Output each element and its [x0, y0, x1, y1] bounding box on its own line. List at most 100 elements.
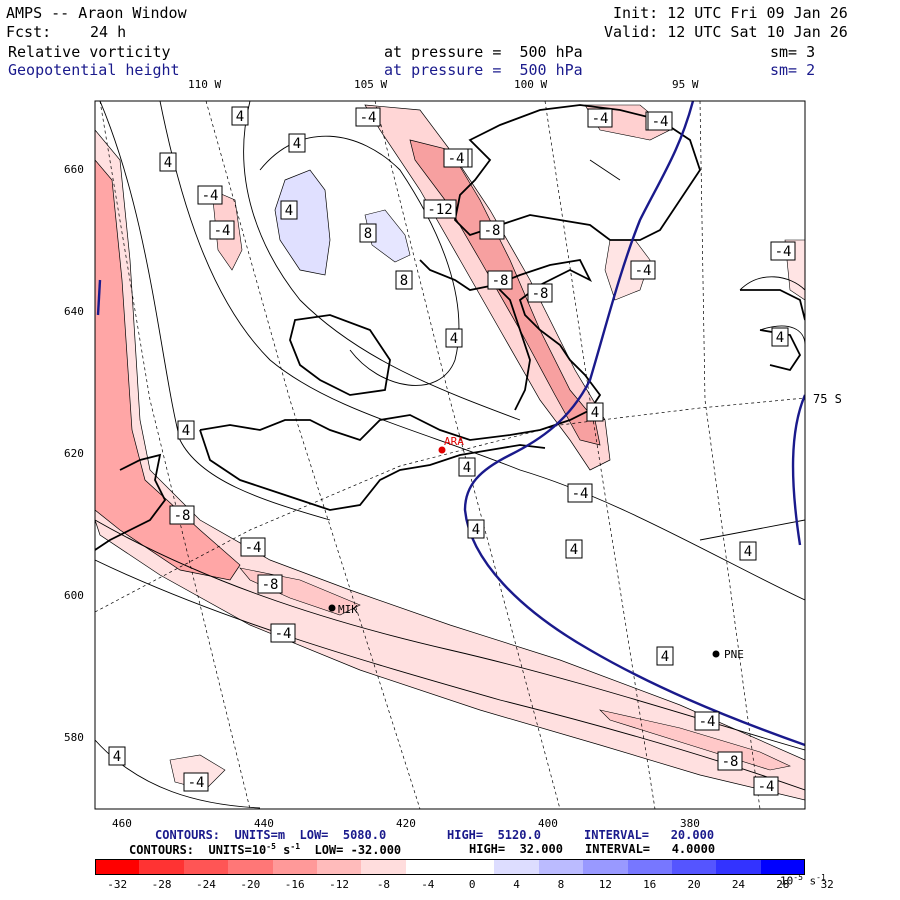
contour-label: 4: [771, 327, 789, 347]
colorbar-label: -4: [421, 878, 435, 891]
footer-height-units: CONTOURS: UNITS=m LOW= 5080.0: [155, 828, 387, 842]
colorbar-label: -24: [196, 878, 216, 891]
colorbar-cell: [671, 859, 717, 875]
contour-label: -4: [630, 260, 656, 280]
model-title: AMPS -- Araon Window: [6, 4, 187, 22]
contour-label: -4: [647, 111, 673, 131]
colorbar-label: 24: [731, 878, 746, 891]
graticule: [95, 101, 805, 809]
contour-label-text: -4: [652, 114, 669, 130]
colorbar-label: 8: [557, 878, 565, 891]
contour-label-text: 4: [744, 544, 752, 560]
station-marker-mik: [328, 604, 336, 612]
top-tick-100w: 100 W: [514, 78, 548, 91]
contour-label: -4: [197, 185, 223, 205]
contour-label-text: -8: [492, 273, 509, 289]
left-tick-600: 600: [64, 589, 84, 602]
field2-name: Geopotential height: [8, 61, 180, 79]
colorbar-cell: [583, 859, 628, 875]
field1-name: Relative vorticity: [8, 43, 171, 61]
contour-label: 4: [565, 539, 583, 559]
colorbar-units: 10-5 s-1: [780, 873, 826, 888]
contour-label: 8: [359, 223, 377, 243]
contour-label: 4: [159, 152, 177, 172]
colorbar-label: -8: [376, 878, 391, 891]
bottom-tick-400: 400: [538, 817, 558, 830]
latitude-label-75s: 75 S: [813, 392, 842, 406]
colorbar-label: -28: [151, 878, 172, 891]
vorticity-shading: [95, 104, 805, 801]
colorbar-cell: [139, 859, 184, 875]
contour-label-text: -4: [758, 779, 775, 795]
contour-label: 4: [467, 519, 485, 539]
contour-label-text: -8: [262, 577, 279, 593]
bottom-tick-460: 460: [112, 817, 132, 830]
station-marker-pne: [712, 650, 720, 658]
contour-label-text: -4: [572, 486, 589, 502]
colorbar-label: 16: [643, 878, 657, 891]
contour-label-text: -4: [245, 540, 262, 556]
contour-label: -8: [717, 751, 743, 771]
contour-label-text: 4: [661, 649, 669, 665]
contour-label: -4: [587, 108, 613, 128]
coastline: [95, 104, 805, 551]
colorbar-label: 0: [468, 878, 476, 891]
top-tick-105w: 105 W: [354, 78, 388, 91]
bottom-tick-440: 440: [254, 817, 274, 830]
contour-label-text: 4: [285, 203, 293, 219]
contour-label-text: -4: [592, 111, 609, 127]
contour-label-text: -8: [532, 286, 549, 302]
contour-label-text: 4: [164, 155, 172, 171]
footer-height-high: HIGH= 5120.0: [447, 828, 541, 842]
geopotential-contours: [96, 101, 805, 747]
contour-label-text: 4: [463, 460, 471, 476]
colorbar-label: 20: [687, 878, 701, 891]
colorbar-cell: [228, 859, 273, 875]
contour-label: -4: [567, 483, 593, 503]
field2-pressure: at pressure = 500 hPa: [384, 61, 583, 79]
colorbar-label: 4: [513, 878, 520, 891]
contour-label-text: 4: [776, 330, 784, 346]
forecast-value: 24 h: [90, 23, 127, 41]
field1-pressure: at pressure = 500 hPa: [384, 43, 583, 61]
left-tick-620: 620: [64, 447, 84, 460]
contour-label: 8: [395, 270, 413, 290]
contour-label: -12: [423, 199, 457, 219]
contour-label: -4: [240, 537, 266, 557]
contour-label: -8: [527, 283, 553, 303]
station-label-mik: MIK: [338, 603, 358, 616]
contour-label-text: -4: [448, 151, 465, 167]
colorbar-cell: [494, 859, 539, 875]
forecast-label: Fcst:: [6, 23, 52, 41]
contour-label-text: -4: [188, 775, 205, 791]
contour-label: 4: [108, 746, 126, 766]
contour-label: 4: [177, 420, 195, 440]
contour-label-text: 4: [450, 331, 458, 347]
colorbar-cell: [627, 859, 672, 875]
footer-vort-units: CONTOURS: UNITS=10-5 s-1 LOW= -32.000: [129, 842, 402, 857]
station-label-ara: ARA: [444, 435, 464, 448]
field1-smoothing: sm= 3: [770, 43, 816, 61]
contour-label-text: -4: [699, 714, 716, 730]
contour-label: -4: [443, 148, 469, 168]
contour-label-text: 8: [364, 226, 372, 242]
contour-label-text: -8: [722, 754, 739, 770]
colorbar-label: 28: [776, 878, 790, 891]
contour-label-text: 4: [293, 136, 301, 152]
contour-label-text: -4: [360, 110, 377, 126]
contour-label: -4: [770, 241, 796, 261]
contour-label-text: -8: [484, 223, 501, 239]
contour-label-text: -4: [775, 244, 792, 260]
contour-label: -4: [183, 772, 209, 792]
map-frame: [94, 100, 806, 810]
footer-vort-high: HIGH= 32.000: [469, 842, 563, 856]
contour-label: 4: [739, 541, 757, 561]
contour-label-text: -4: [275, 626, 292, 642]
contour-label-text: -4: [452, 151, 469, 167]
contour-label-text: -4: [650, 114, 667, 130]
contour-label: -4: [645, 111, 671, 131]
colorbar-cell: [450, 859, 495, 875]
top-tick-95w: 95 W: [672, 78, 699, 91]
